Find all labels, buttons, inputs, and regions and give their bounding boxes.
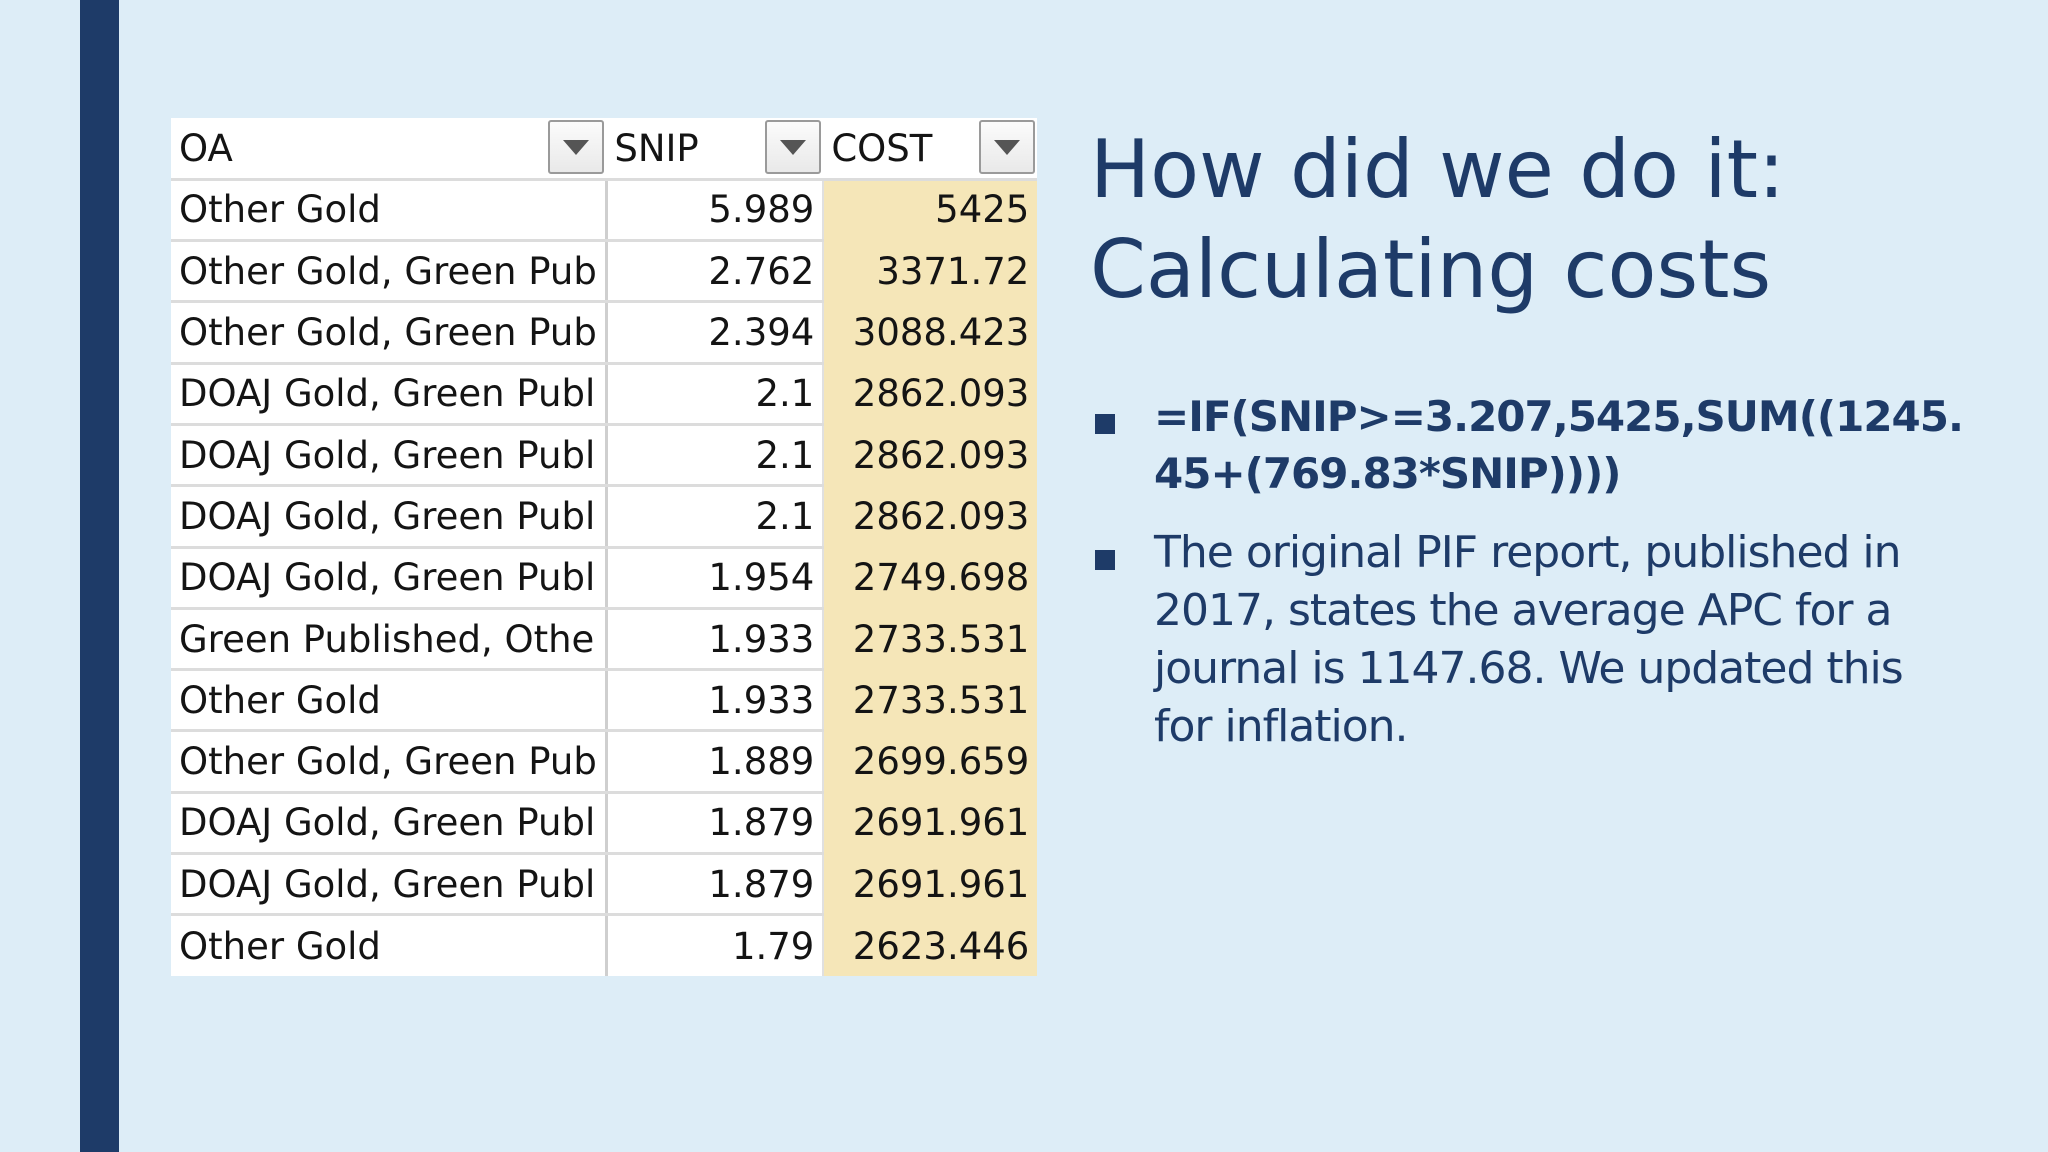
oa-cell: Other Gold (171, 914, 608, 977)
cost-cell: 2623.446 (823, 914, 1038, 977)
table-row: Other Gold 1.79 2623.446 (171, 914, 1038, 977)
table-row: Green Published, Othe 1.933 2733.531 (171, 608, 1038, 672)
table-row: Other Gold 5.989 5425 (171, 179, 1038, 243)
cost-cell: 2733.531 (823, 669, 1038, 733)
bullet-text: The original PIF report, published in 20… (1154, 524, 1950, 756)
snip-cell: 2.1 (606, 363, 825, 426)
snip-cell: 1.933 (606, 608, 825, 672)
bullet-formula: =IF(SNIP>=3.207,5425,SUM((1245. 45+(769.… (1090, 388, 1964, 502)
cost-cell: 2749.698 (823, 547, 1038, 610)
filter-dropdown-icon[interactable] (765, 120, 822, 174)
table-row: Other Gold, Green Pub 2.394 3088.423 (171, 301, 1038, 365)
table-row: Other Gold, Green Pub 1.889 2699.659 (171, 730, 1038, 794)
table-row: Other Gold, Green Pub 2.762 3371.72 (171, 240, 1038, 304)
snip-cell: 1.879 (606, 792, 825, 856)
snip-cell: 1.79 (606, 914, 825, 977)
bullet-list: =IF(SNIP>=3.207,5425,SUM((1245. 45+(769.… (1090, 388, 1964, 756)
title-line: Calculating costs (1090, 223, 1772, 316)
oa-cell: Other Gold, Green Pub (171, 240, 608, 304)
square-bullet-icon (1095, 414, 1115, 434)
oa-cell: DOAJ Gold, Green Publ (171, 547, 608, 610)
table-row: DOAJ Gold, Green Publ 2.1 2862.093 (171, 485, 1038, 549)
table-row: DOAJ Gold, Green Publ 1.879 2691.961 (171, 853, 1038, 917)
title-line: How did we do it: (1090, 123, 1785, 216)
header-label: SNIP (614, 127, 699, 171)
cost-cell: 5425 (823, 179, 1038, 243)
oa-cell: DOAJ Gold, Green Publ (171, 792, 608, 856)
header-oa: OA (171, 118, 607, 181)
bullet-text: =IF(SNIP>=3.207,5425,SUM((1245. 45+(769.… (1154, 388, 1964, 502)
filter-dropdown-icon[interactable] (548, 120, 605, 174)
bullet-line: for inflation. (1154, 701, 1409, 752)
oa-cell: DOAJ Gold, Green Publ (171, 853, 608, 917)
snip-cell: 2.1 (606, 424, 825, 488)
snip-cell: 5.989 (606, 179, 825, 243)
oa-cell: Other Gold (171, 669, 608, 733)
cost-cell: 3371.72 (823, 240, 1038, 304)
cost-table: OA SNIP COST Other Gold 5.989 5425 (171, 118, 1038, 977)
cost-cell: 2862.093 (823, 424, 1038, 488)
header-label: OA (179, 127, 233, 171)
oa-cell: DOAJ Gold, Green Publ (171, 363, 608, 426)
snip-cell: 2.1 (606, 485, 825, 549)
oa-cell: DOAJ Gold, Green Publ (171, 424, 608, 488)
header-snip: SNIP (606, 118, 824, 181)
snip-cell: 1.954 (606, 547, 825, 610)
table-row: DOAJ Gold, Green Publ 1.879 2691.961 (171, 792, 1038, 856)
snip-cell: 2.762 (606, 240, 825, 304)
bullet-line: 45+(769.83*SNIP)))) (1154, 449, 1621, 498)
bullet-line: 2017, states the average APC for a (1154, 585, 1892, 636)
oa-cell: Other Gold, Green Pub (171, 730, 608, 794)
cost-cell: 3088.423 (823, 301, 1038, 365)
cost-cell: 2862.093 (823, 485, 1038, 549)
cost-cell: 2733.531 (823, 608, 1038, 672)
table-row: DOAJ Gold, Green Publ 2.1 2862.093 (171, 363, 1038, 426)
snip-cell: 2.394 (606, 301, 825, 365)
header-label: COST (831, 127, 933, 171)
oa-cell: Green Published, Othe (171, 608, 608, 672)
table-row: DOAJ Gold, Green Publ 1.954 2749.698 (171, 547, 1038, 610)
oa-cell: Other Gold (171, 179, 608, 243)
snip-cell: 1.879 (606, 853, 825, 917)
oa-cell: DOAJ Gold, Green Publ (171, 485, 608, 549)
cost-cell: 2699.659 (823, 730, 1038, 794)
table-row: Other Gold 1.933 2733.531 (171, 669, 1038, 733)
filter-dropdown-icon[interactable] (979, 120, 1036, 174)
snip-cell: 1.933 (606, 669, 825, 733)
table-header-row: OA SNIP COST (171, 118, 1038, 181)
bullet-line: The original PIF report, published in (1154, 527, 1902, 578)
slide-title: How did we do it: Calculating costs (1090, 120, 1990, 320)
header-cost: COST (823, 118, 1038, 181)
cost-cell: 2691.961 (823, 853, 1038, 917)
bullet-pif-report: The original PIF report, published in 20… (1090, 524, 1950, 756)
snip-cell: 1.889 (606, 730, 825, 794)
bullet-line: =IF(SNIP>=3.207,5425,SUM((1245. (1154, 392, 1964, 441)
oa-cell: Other Gold, Green Pub (171, 301, 608, 365)
accent-bar (80, 0, 119, 1152)
cost-cell: 2691.961 (823, 792, 1038, 856)
square-bullet-icon (1095, 550, 1115, 570)
cost-cell: 2862.093 (823, 363, 1038, 426)
table-row: DOAJ Gold, Green Publ 2.1 2862.093 (171, 424, 1038, 488)
bullet-line: journal is 1147.68. We updated this (1154, 643, 1904, 694)
